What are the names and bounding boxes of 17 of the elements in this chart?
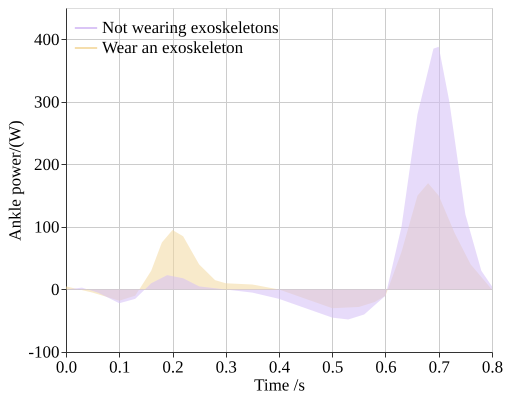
x-tick-label: 0.6 [375, 358, 397, 376]
x-tick-label: 0.1 [109, 358, 130, 376]
y-tick-label: 100 [34, 217, 60, 236]
x-tick-label: 0.7 [428, 358, 450, 376]
y-tick-label: 200 [34, 154, 60, 174]
x-tick-label: 0.4 [268, 358, 291, 376]
y-tick-label: 0 [51, 280, 60, 299]
legend-label: Wear an exoskeleton [102, 38, 244, 57]
x-tick-label: 0.2 [162, 358, 184, 376]
x-tick-label: 0.3 [216, 358, 237, 376]
y-tick-label: 400 [34, 30, 60, 49]
x-tick-label: 0.8 [482, 358, 504, 376]
y-tick-label: 300 [34, 92, 60, 112]
y-axis-title: Ankle power/(W) [5, 120, 24, 241]
legend-label: Not wearing exoskeletons [102, 18, 279, 37]
x-tick-label: 0.5 [322, 358, 344, 376]
x-axis-title: Time /s [254, 376, 305, 394]
